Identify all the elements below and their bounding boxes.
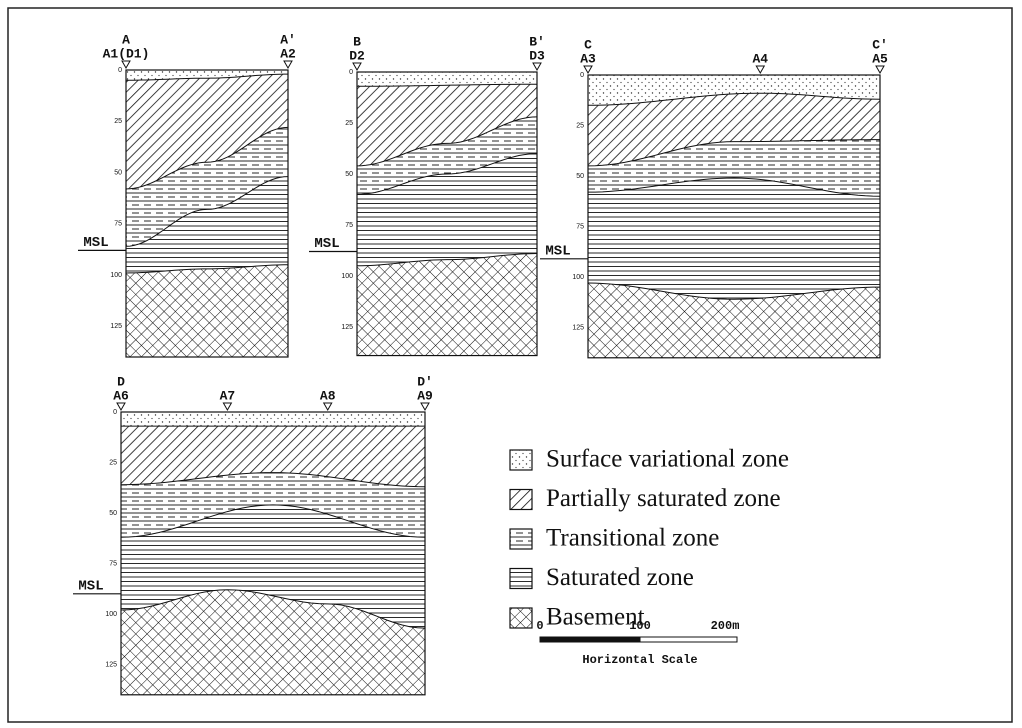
- depth-tick-label: 25: [114, 118, 122, 125]
- layer: [357, 254, 537, 356]
- depth-tick-label: 100: [105, 611, 117, 618]
- msl-label: MSL: [83, 235, 108, 251]
- section-end: A': [280, 32, 296, 47]
- depth-tick-label: 0: [349, 69, 353, 76]
- depth-tick-label: 75: [345, 222, 353, 229]
- diagram: 0 25 50 75 100 125 MSL A1(D1) A2 A A' 0 25 50 75 100 125…: [0, 0, 1022, 728]
- depth-tick-label: 125: [110, 323, 122, 330]
- legend-label: Surface variational zone: [546, 446, 789, 473]
- depth-tick-label: 50: [345, 171, 353, 178]
- borehole-marker: [122, 61, 130, 68]
- borehole-label: A7: [220, 388, 236, 403]
- borehole-marker: [324, 403, 332, 410]
- borehole-label: A2: [280, 46, 296, 61]
- legend-label: Transitional zone: [546, 525, 719, 552]
- legend-label: Saturated zone: [546, 564, 694, 591]
- borehole-label: A3: [580, 51, 596, 66]
- section-start: D: [117, 374, 125, 389]
- depth-tick-label: 0: [118, 67, 122, 74]
- section-start: B: [353, 34, 361, 49]
- depth-tick-label: 0: [580, 72, 584, 79]
- borehole-marker: [756, 66, 764, 73]
- layer: [588, 178, 880, 299]
- borehole-marker: [284, 61, 292, 68]
- depth-tick-label: 100: [572, 274, 584, 281]
- depth-tick-label: 50: [576, 173, 584, 180]
- borehole-label: A4: [752, 51, 768, 66]
- borehole-label: A9: [417, 388, 433, 403]
- depth-tick-label: 125: [572, 324, 584, 331]
- borehole-label: A1(D1): [103, 46, 150, 61]
- scale-label: Horizontal Scale: [582, 653, 697, 667]
- depth-tick-label: 25: [345, 120, 353, 127]
- scale-bar-black: [540, 637, 640, 642]
- depth-tick-label: 25: [109, 459, 117, 466]
- borehole-marker: [223, 403, 231, 410]
- legend-swatch: [510, 490, 532, 510]
- section-end: B': [529, 34, 545, 49]
- section-end: C': [872, 37, 888, 52]
- borehole-marker: [117, 403, 125, 410]
- legend-swatch: [510, 608, 532, 628]
- borehole-label: D3: [529, 48, 545, 63]
- depth-tick-label: 50: [109, 510, 117, 517]
- msl-label: MSL: [314, 236, 339, 252]
- msl-label: MSL: [545, 244, 570, 260]
- borehole-marker: [584, 66, 592, 73]
- borehole-marker: [876, 66, 884, 73]
- borehole-marker: [353, 63, 361, 70]
- borehole-marker: [533, 63, 541, 70]
- depth-tick-label: 125: [341, 324, 353, 331]
- section-start: A: [122, 32, 130, 47]
- depth-tick-label: 100: [110, 272, 122, 279]
- borehole-label: A5: [872, 51, 888, 66]
- depth-tick-label: 75: [114, 221, 122, 228]
- legend-label: Partially saturated zone: [546, 485, 781, 512]
- scale-tick-label: 0: [536, 619, 543, 633]
- msl-label: MSL: [78, 579, 103, 595]
- depth-tick-label: 75: [576, 223, 584, 230]
- depth-tick-label: 50: [114, 169, 122, 176]
- section-end: D': [417, 374, 433, 389]
- layer: [121, 412, 425, 426]
- layer: [126, 265, 288, 357]
- scale-tick-label: 100: [629, 619, 651, 633]
- depth-tick-label: 25: [576, 122, 584, 129]
- legend-swatch: [510, 569, 532, 589]
- legend-swatch: [510, 529, 532, 549]
- borehole-label: A8: [320, 388, 336, 403]
- depth-tick-label: 75: [109, 560, 117, 567]
- borehole-marker: [421, 403, 429, 410]
- borehole-label: A6: [113, 388, 129, 403]
- legend-swatch: [510, 450, 532, 470]
- borehole-label: D2: [349, 48, 365, 63]
- section-start: C: [584, 37, 592, 52]
- scale-tick-label: 200m: [711, 619, 740, 633]
- depth-tick-label: 125: [105, 661, 117, 668]
- scale-bar-white: [640, 637, 737, 642]
- depth-tick-label: 100: [341, 273, 353, 280]
- depth-tick-label: 0: [113, 409, 117, 416]
